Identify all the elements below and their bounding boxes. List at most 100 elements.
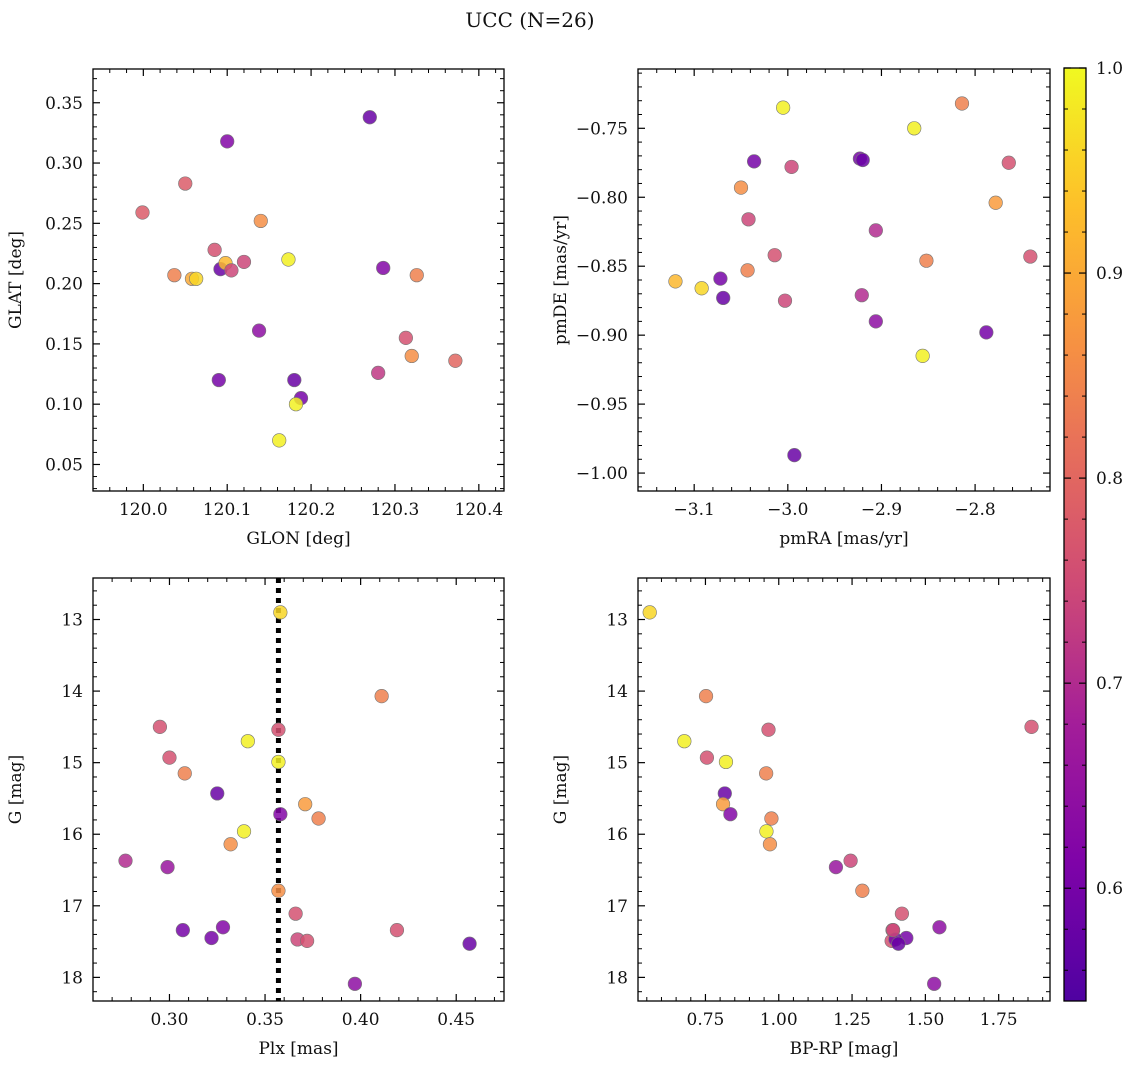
scatter-point	[699, 750, 715, 765]
axis-ticks	[637, 69, 1051, 491]
scatter-point	[776, 100, 791, 115]
y-axis-label: pmDE [mas/yr]	[551, 215, 571, 345]
y-tick-label: −0.95	[576, 395, 628, 415]
scatter-point	[271, 883, 286, 898]
y-tick-label: 17	[61, 897, 83, 917]
scatter-point	[927, 976, 942, 991]
scatter-point	[371, 365, 386, 380]
x-tick-label: 120.2	[287, 500, 336, 520]
scatter-point	[118, 853, 133, 868]
scatter-point	[1024, 719, 1039, 734]
y-tick-label: 0.10	[45, 395, 83, 415]
scatter-point	[287, 372, 302, 388]
scatter-point	[762, 837, 778, 852]
scatter-point	[177, 766, 192, 781]
scatter-point	[698, 688, 714, 704]
scatter-point	[988, 195, 1003, 210]
x-axis-label: GLON [deg]	[246, 529, 350, 549]
x-tick-label: −2.9	[861, 500, 902, 520]
scatter-point	[253, 213, 268, 229]
y-tick-label: 18	[61, 968, 83, 988]
scatter-panel-2: −3.1 −3.0 −2.9 −2.8 −1.00 −0.95 −0.90 −0.85 −0.8…	[551, 68, 1051, 549]
y-tick-label: 0.35	[45, 94, 83, 114]
scatter-point	[767, 248, 782, 263]
y-tick-label: 0.30	[45, 154, 83, 174]
x-tick-label: 0.30	[151, 1010, 189, 1030]
scatter-point	[932, 920, 947, 935]
x-tick-label: −3.0	[767, 500, 808, 520]
scatter-point	[907, 121, 922, 136]
scatter-point	[868, 223, 883, 238]
scatter-point	[189, 271, 204, 286]
scatter-point	[162, 750, 177, 765]
scatter-point	[915, 348, 930, 363]
scatter-point	[207, 242, 222, 257]
scatter-point	[1001, 155, 1016, 170]
y-tick-label: 16	[606, 825, 628, 845]
y-axis-label: GLAT [deg]	[6, 231, 26, 329]
x-tick-label: 0.35	[246, 1010, 284, 1030]
scatter-point	[747, 154, 762, 169]
scatter-point	[886, 923, 901, 938]
scatter-point	[240, 734, 255, 749]
scatter-panel-4: 0.75 1.00 1.25 1.50 1.75 13 14 15 16 17 18 BP-RP [m…	[551, 577, 1051, 1059]
scatter-panel-3: 0.30 0.35 0.40 0.45 13 14 15 16 17 18 Plx [mas] G […	[6, 577, 505, 1059]
scatter-point	[362, 110, 377, 125]
colorbar-tick-label: 1.0	[1096, 59, 1123, 79]
scatter-point	[713, 271, 728, 286]
colorbar-tick-label: 0.9	[1096, 264, 1123, 284]
scatter-point	[281, 252, 296, 267]
scatter-point	[854, 288, 869, 303]
scatter-point	[376, 260, 391, 276]
axes-frame	[637, 577, 1051, 1002]
scatter-point	[642, 605, 657, 620]
colorbar: 0.6 0.7 0.8 0.9 1.0	[1063, 59, 1123, 1002]
y-tick-label: 13	[606, 611, 628, 631]
scatter-point	[271, 754, 286, 770]
scatter-point	[787, 448, 802, 463]
y-tick-label: −0.75	[576, 119, 628, 139]
figure-title: UCC (N=26)	[465, 8, 594, 32]
scatter-point	[718, 754, 734, 770]
x-axis-label: BP-RP [mag]	[790, 1039, 899, 1059]
y-tick-label: 15	[606, 754, 628, 774]
y-axis-label: G [mag]	[551, 755, 571, 824]
x-tick-label: 120.3	[371, 500, 420, 520]
scatter-point	[273, 807, 288, 822]
scatter-point	[828, 860, 844, 875]
scatter-point	[716, 290, 731, 306]
scatter-point	[211, 372, 226, 388]
scatter-point	[347, 976, 362, 991]
scatter-point	[167, 268, 182, 283]
scatter-point	[448, 353, 463, 368]
y-tick-label: −1.00	[576, 464, 628, 484]
x-tick-label: 1.25	[833, 1010, 871, 1030]
y-tick-label: 18	[606, 968, 628, 988]
scatter-point	[178, 176, 193, 191]
scatter-point	[224, 263, 239, 278]
scatter-point	[761, 722, 776, 737]
scatter-point	[236, 254, 252, 270]
scatter-point	[1023, 249, 1038, 264]
scatter-point	[223, 837, 238, 852]
x-tick-label: 120.1	[203, 500, 252, 520]
x-tick-label: −2.8	[954, 500, 995, 520]
scatter-point	[764, 811, 779, 826]
scatter-point	[723, 807, 738, 822]
y-tick-label: 0.15	[45, 335, 83, 355]
y-tick-label: 15	[61, 754, 83, 774]
x-tick-label: 120.4	[455, 500, 504, 520]
scatter-point	[668, 274, 683, 289]
y-tick-label: 14	[61, 682, 83, 702]
scatter-point	[843, 853, 858, 868]
x-tick-label: 0.75	[687, 1010, 725, 1030]
scatter-point	[677, 734, 692, 749]
scatter-point	[288, 397, 304, 412]
scatter-point	[273, 605, 288, 620]
scatter-point	[298, 797, 313, 812]
y-tick-label: 0.20	[45, 275, 83, 295]
scatter-point	[272, 433, 287, 448]
scatter-point	[733, 180, 749, 195]
axis-ticks	[92, 69, 504, 491]
scatter-point	[160, 860, 175, 875]
